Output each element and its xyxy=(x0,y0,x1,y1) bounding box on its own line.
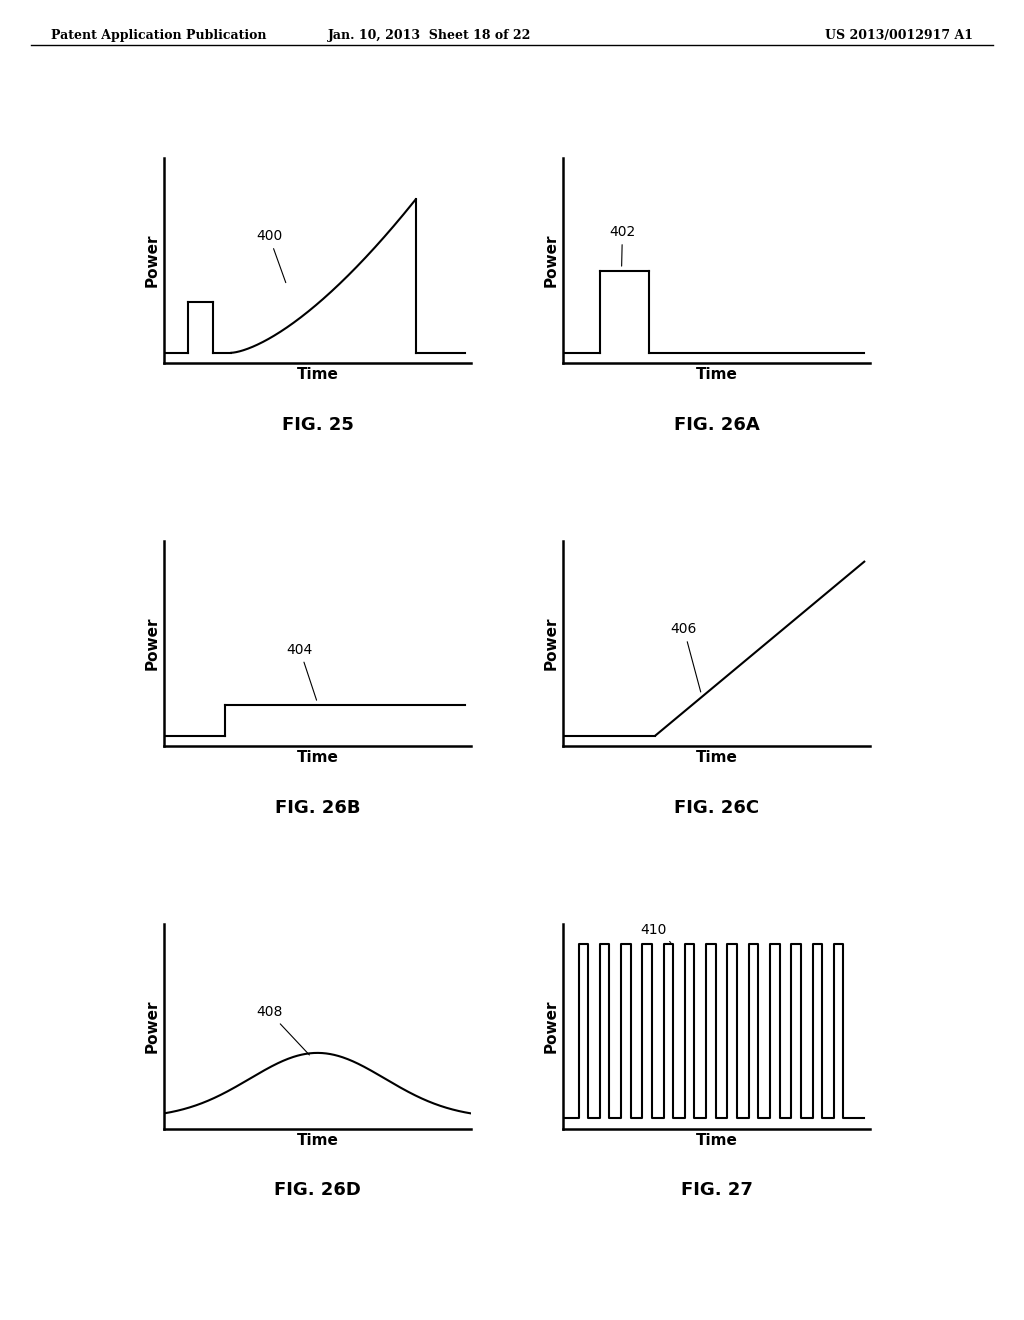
Text: 406: 406 xyxy=(671,622,700,692)
Text: 408: 408 xyxy=(256,1005,309,1055)
Y-axis label: Power: Power xyxy=(144,999,160,1053)
X-axis label: Time: Time xyxy=(297,367,338,383)
Text: 402: 402 xyxy=(609,226,636,267)
Text: 404: 404 xyxy=(287,643,316,700)
X-axis label: Time: Time xyxy=(696,750,737,766)
Text: Patent Application Publication: Patent Application Publication xyxy=(51,29,266,42)
Y-axis label: Power: Power xyxy=(144,234,160,288)
X-axis label: Time: Time xyxy=(696,1133,737,1148)
Text: FIG. 26A: FIG. 26A xyxy=(674,416,760,434)
Text: Jan. 10, 2013  Sheet 18 of 22: Jan. 10, 2013 Sheet 18 of 22 xyxy=(329,29,531,42)
Y-axis label: Power: Power xyxy=(544,999,559,1053)
Text: 410: 410 xyxy=(640,923,671,942)
Text: US 2013/0012917 A1: US 2013/0012917 A1 xyxy=(824,29,973,42)
Y-axis label: Power: Power xyxy=(544,234,559,288)
Text: FIG. 25: FIG. 25 xyxy=(282,416,353,434)
Text: FIG. 26C: FIG. 26C xyxy=(674,799,760,817)
Text: FIG. 27: FIG. 27 xyxy=(681,1181,753,1200)
X-axis label: Time: Time xyxy=(297,750,338,766)
X-axis label: Time: Time xyxy=(696,367,737,383)
Y-axis label: Power: Power xyxy=(544,616,559,671)
Y-axis label: Power: Power xyxy=(144,616,160,671)
Text: 400: 400 xyxy=(256,230,286,282)
X-axis label: Time: Time xyxy=(297,1133,338,1148)
Text: FIG. 26D: FIG. 26D xyxy=(274,1181,360,1200)
Text: FIG. 26B: FIG. 26B xyxy=(274,799,360,817)
